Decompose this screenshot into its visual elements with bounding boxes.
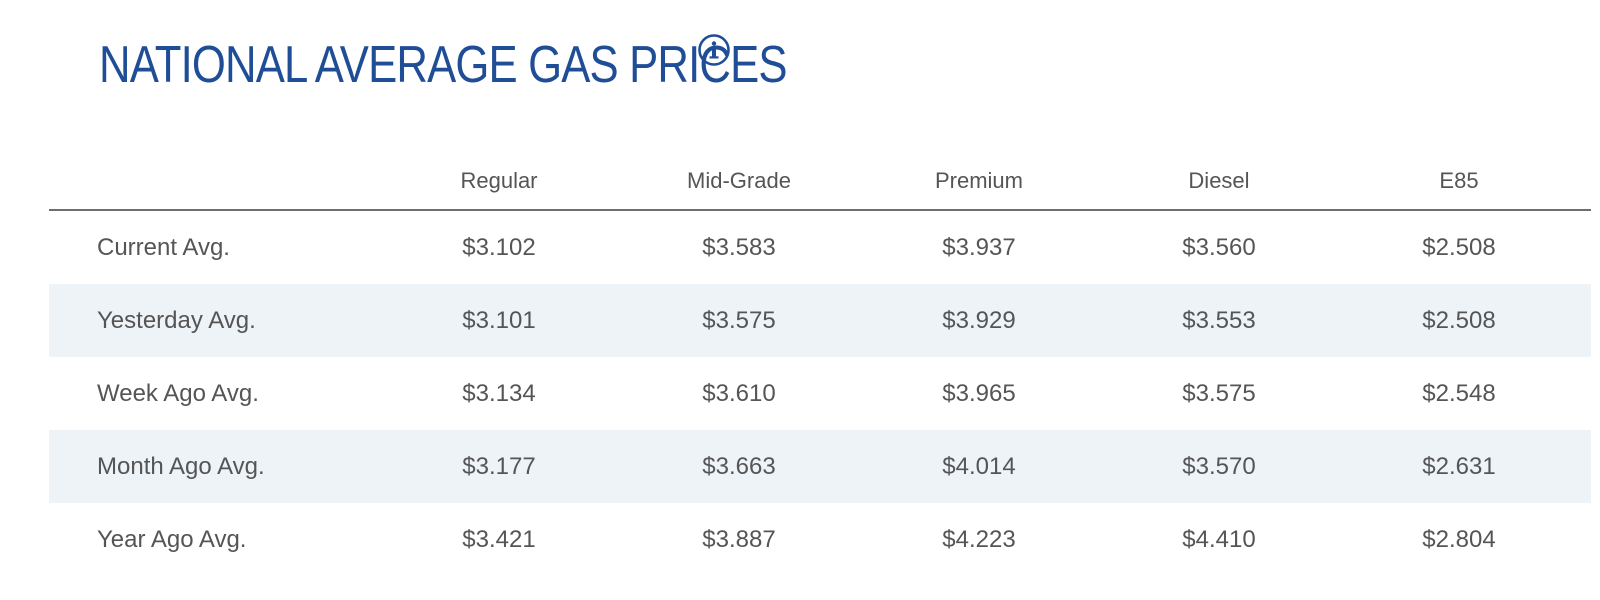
column-header-diesel: Diesel: [1188, 167, 1250, 193]
price-cell: $4.410: [1182, 525, 1256, 553]
column-header-regular: Regular: [460, 167, 538, 193]
row-label: Current Avg.: [97, 233, 230, 261]
table-row-current: Current Avg. $3.102 $3.583 $3.937 $3.560…: [49, 211, 1591, 284]
price-cell: $3.610: [702, 379, 776, 407]
row-label: Yesterday Avg.: [97, 306, 256, 334]
price-cell: $3.177: [462, 452, 536, 480]
price-cell: $3.887: [702, 525, 776, 553]
table-row-year-ago: Year Ago Avg. $3.421 $3.887 $4.223 $4.41…: [49, 503, 1591, 576]
price-cell: $3.583: [702, 233, 776, 261]
page-title: NATIONAL AVERAGE GAS PRICES: [99, 36, 788, 94]
price-cell: $3.965: [942, 379, 1016, 407]
column-header-e85: E85: [1439, 167, 1479, 193]
price-cell: $3.421: [462, 525, 536, 553]
price-cell: $3.929: [942, 306, 1016, 334]
column-header-mid-grade: Mid-Grade: [687, 167, 791, 193]
price-cell: $2.508: [1422, 233, 1496, 261]
price-cell: $2.804: [1422, 525, 1496, 553]
column-header-premium: Premium: [934, 167, 1023, 193]
price-cell: $3.575: [1182, 379, 1256, 407]
price-cell: $4.223: [942, 525, 1016, 553]
price-cell: $2.631: [1422, 452, 1496, 480]
price-cell: $4.014: [942, 452, 1016, 480]
table-row-month-ago: Month Ago Avg. $3.177 $3.663 $4.014 $3.5…: [49, 430, 1591, 503]
row-label: Year Ago Avg.: [97, 525, 247, 553]
price-cell: $3.101: [462, 306, 536, 334]
price-cell: $3.937: [942, 233, 1016, 261]
table-header: Regular Mid-Grade Premium Diesel E85: [49, 150, 1591, 211]
gas-prices-table: Regular Mid-Grade Premium Diesel E85 Cur…: [49, 150, 1591, 576]
table-row-week-ago: Week Ago Avg. $3.134 $3.610 $3.965 $3.57…: [49, 357, 1591, 430]
price-cell: $3.575: [702, 306, 776, 334]
price-cell: $3.553: [1182, 306, 1256, 334]
row-label: Month Ago Avg.: [97, 452, 265, 480]
price-cell: $2.548: [1422, 379, 1496, 407]
price-cell: $3.560: [1182, 233, 1256, 261]
table-row-yesterday: Yesterday Avg. $3.101 $3.575 $3.929 $3.5…: [49, 284, 1591, 357]
title-area: NATIONAL AVERAGE GAS PRICES: [99, 30, 918, 100]
info-circle-icon[interactable]: [697, 33, 731, 67]
price-cell: $3.134: [462, 379, 536, 407]
price-cell: $3.102: [462, 233, 536, 261]
price-cell: $3.570: [1182, 452, 1256, 480]
price-cell: $3.663: [702, 452, 776, 480]
row-label: Week Ago Avg.: [97, 379, 259, 407]
price-cell: $2.508: [1422, 306, 1496, 334]
